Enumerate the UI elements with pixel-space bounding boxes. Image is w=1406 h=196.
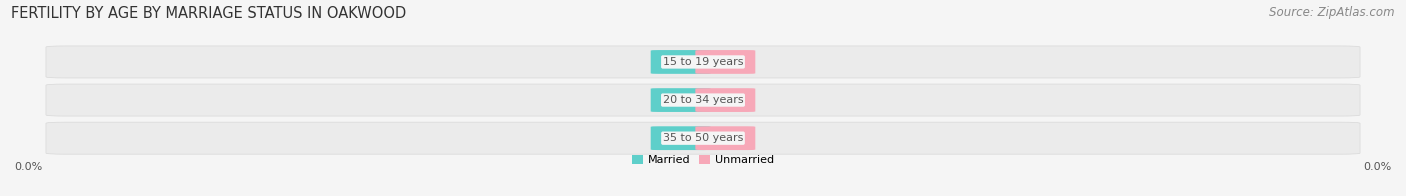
Text: 0.0%: 0.0% xyxy=(711,133,740,143)
FancyBboxPatch shape xyxy=(696,50,755,74)
Text: 0.0%: 0.0% xyxy=(711,57,740,67)
Legend: Married, Unmarried: Married, Unmarried xyxy=(627,150,779,170)
Text: 15 to 19 years: 15 to 19 years xyxy=(662,57,744,67)
Text: 0.0%: 0.0% xyxy=(666,57,695,67)
Text: 0.0%: 0.0% xyxy=(666,133,695,143)
FancyBboxPatch shape xyxy=(651,126,710,150)
Text: 20 to 34 years: 20 to 34 years xyxy=(662,95,744,105)
FancyBboxPatch shape xyxy=(46,122,1360,154)
FancyBboxPatch shape xyxy=(46,84,1360,116)
Text: 35 to 50 years: 35 to 50 years xyxy=(662,133,744,143)
Text: 0.0%: 0.0% xyxy=(1364,162,1392,172)
FancyBboxPatch shape xyxy=(696,88,755,112)
Text: 0.0%: 0.0% xyxy=(666,95,695,105)
FancyBboxPatch shape xyxy=(651,88,710,112)
Text: 0.0%: 0.0% xyxy=(14,162,42,172)
Text: 0.0%: 0.0% xyxy=(711,95,740,105)
Text: Source: ZipAtlas.com: Source: ZipAtlas.com xyxy=(1270,6,1395,19)
FancyBboxPatch shape xyxy=(696,126,755,150)
Text: FERTILITY BY AGE BY MARRIAGE STATUS IN OAKWOOD: FERTILITY BY AGE BY MARRIAGE STATUS IN O… xyxy=(11,6,406,21)
FancyBboxPatch shape xyxy=(46,46,1360,78)
FancyBboxPatch shape xyxy=(651,50,710,74)
